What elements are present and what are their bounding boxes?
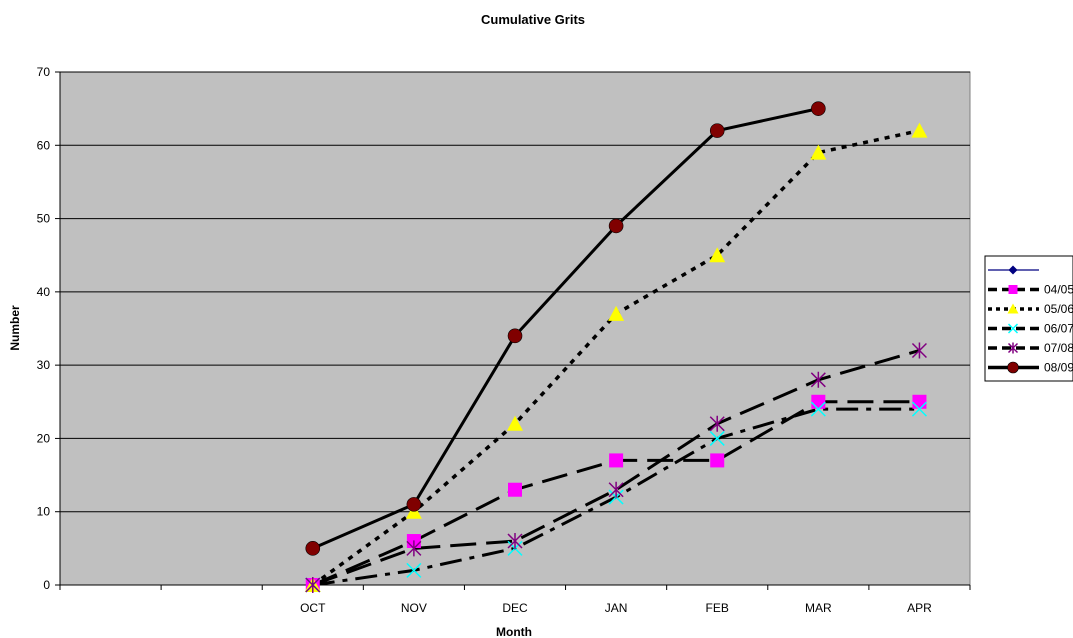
legend-label: 08/09	[1044, 361, 1073, 375]
data-point	[508, 482, 522, 497]
chart-title: Cumulative Grits	[481, 12, 585, 27]
data-point	[305, 541, 321, 556]
data-point	[709, 247, 726, 263]
legend: 04/05 05/06 06/07 07/08 08/09	[984, 255, 1073, 382]
data-point	[1007, 303, 1019, 314]
data-point	[710, 453, 725, 468]
legend-label: 05/06	[1044, 302, 1073, 316]
data-point	[912, 394, 927, 409]
data-point	[406, 562, 422, 578]
legend-label: 07/08	[1044, 341, 1073, 355]
y-axis-title: Number	[8, 305, 22, 351]
data-point	[507, 533, 523, 550]
data-point	[1007, 361, 1019, 374]
data-point	[608, 481, 624, 498]
data-point	[1007, 342, 1019, 354]
x-tick-label: APR	[907, 601, 932, 615]
legend-label: 06/07	[1044, 322, 1073, 336]
y-tick-label: 30	[37, 358, 51, 372]
y-tick-label: 0	[43, 578, 50, 592]
data-point	[1008, 285, 1018, 294]
series-line	[312, 107, 819, 550]
y-tick-label: 70	[37, 65, 51, 79]
data-point	[810, 371, 826, 388]
data-point	[911, 401, 927, 417]
data-point	[305, 577, 321, 593]
data-point	[1007, 323, 1019, 334]
legend-box	[984, 255, 1073, 382]
y-tick-label: 60	[37, 138, 51, 152]
data-point	[507, 328, 523, 344]
data-point	[608, 305, 625, 321]
data-point	[406, 497, 422, 512]
x-tick-label: MAR	[805, 601, 832, 615]
plot-area: 0 10 20 30 40 50 60 70 OCT NOV DEC JAN FEB MAR APR	[37, 65, 971, 615]
data-point	[609, 453, 624, 468]
y-tick-label: 50	[37, 212, 51, 226]
data-point	[709, 123, 725, 138]
data-point	[709, 415, 725, 432]
data-point	[911, 122, 928, 138]
data-point	[811, 101, 826, 116]
x-axis-title: Month	[496, 625, 532, 638]
x-tick-label: FEB	[706, 601, 729, 615]
data-point	[810, 144, 827, 160]
data-point	[811, 394, 826, 409]
x-tick-label: DEC	[502, 601, 528, 615]
data-point	[709, 430, 725, 446]
x-tick-label: JAN	[605, 601, 628, 615]
data-point	[507, 415, 523, 431]
x-tick-label: NOV	[401, 601, 427, 615]
data-point	[911, 342, 927, 359]
y-tick-label: 10	[37, 505, 51, 519]
data-point	[1008, 265, 1018, 275]
data-point	[608, 218, 624, 234]
y-tick-label: 40	[37, 285, 51, 299]
data-point	[810, 401, 826, 417]
x-tick-label: OCT	[300, 601, 326, 615]
data-point	[406, 540, 422, 557]
legend-label: 04/05	[1044, 283, 1073, 297]
y-tick-label: 20	[37, 431, 51, 445]
